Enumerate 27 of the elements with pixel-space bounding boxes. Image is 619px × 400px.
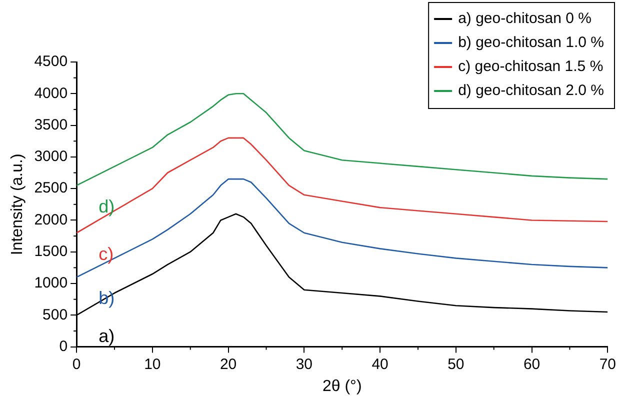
- x-tick-label: 70: [599, 356, 616, 373]
- y-tick-label: 1500: [34, 243, 68, 260]
- x-tick-label: 0: [72, 356, 81, 373]
- x-tick-label: 10: [144, 356, 161, 373]
- y-tick-label: 1000: [34, 274, 68, 292]
- x-tick-label: 30: [296, 356, 313, 373]
- y-tick-label: 500: [42, 306, 68, 324]
- legend-label: b) geo-chitosan 1.0 %: [458, 34, 604, 52]
- y-tick-label: 4000: [34, 84, 68, 102]
- legend-label: a) geo-chitosan 0 %: [458, 10, 592, 28]
- legend-label: c) geo-chitosan 1.5 %: [458, 58, 604, 76]
- x-axis-title: 2θ (°): [322, 378, 362, 395]
- y-tick-label: 4500: [34, 53, 68, 70]
- legend-label: d) geo-chitosan 2.0 %: [458, 82, 604, 100]
- y-axis-title: Intensity (a.u.): [9, 154, 26, 256]
- y-tick-label: 0: [59, 338, 68, 355]
- x-tick-label: 20: [220, 356, 237, 373]
- y-tick-label: 3000: [34, 148, 68, 166]
- y-tick-label: 2500: [34, 180, 68, 197]
- x-tick-label: 60: [523, 356, 540, 373]
- y-tick-label: 2000: [34, 211, 68, 228]
- annotation: a): [98, 326, 115, 346]
- x-tick-label: 50: [448, 356, 464, 373]
- annotation: d): [98, 196, 115, 216]
- x-tick-label: 40: [372, 356, 388, 373]
- y-tick-label: 3500: [34, 116, 68, 134]
- annotation: c): [98, 244, 114, 264]
